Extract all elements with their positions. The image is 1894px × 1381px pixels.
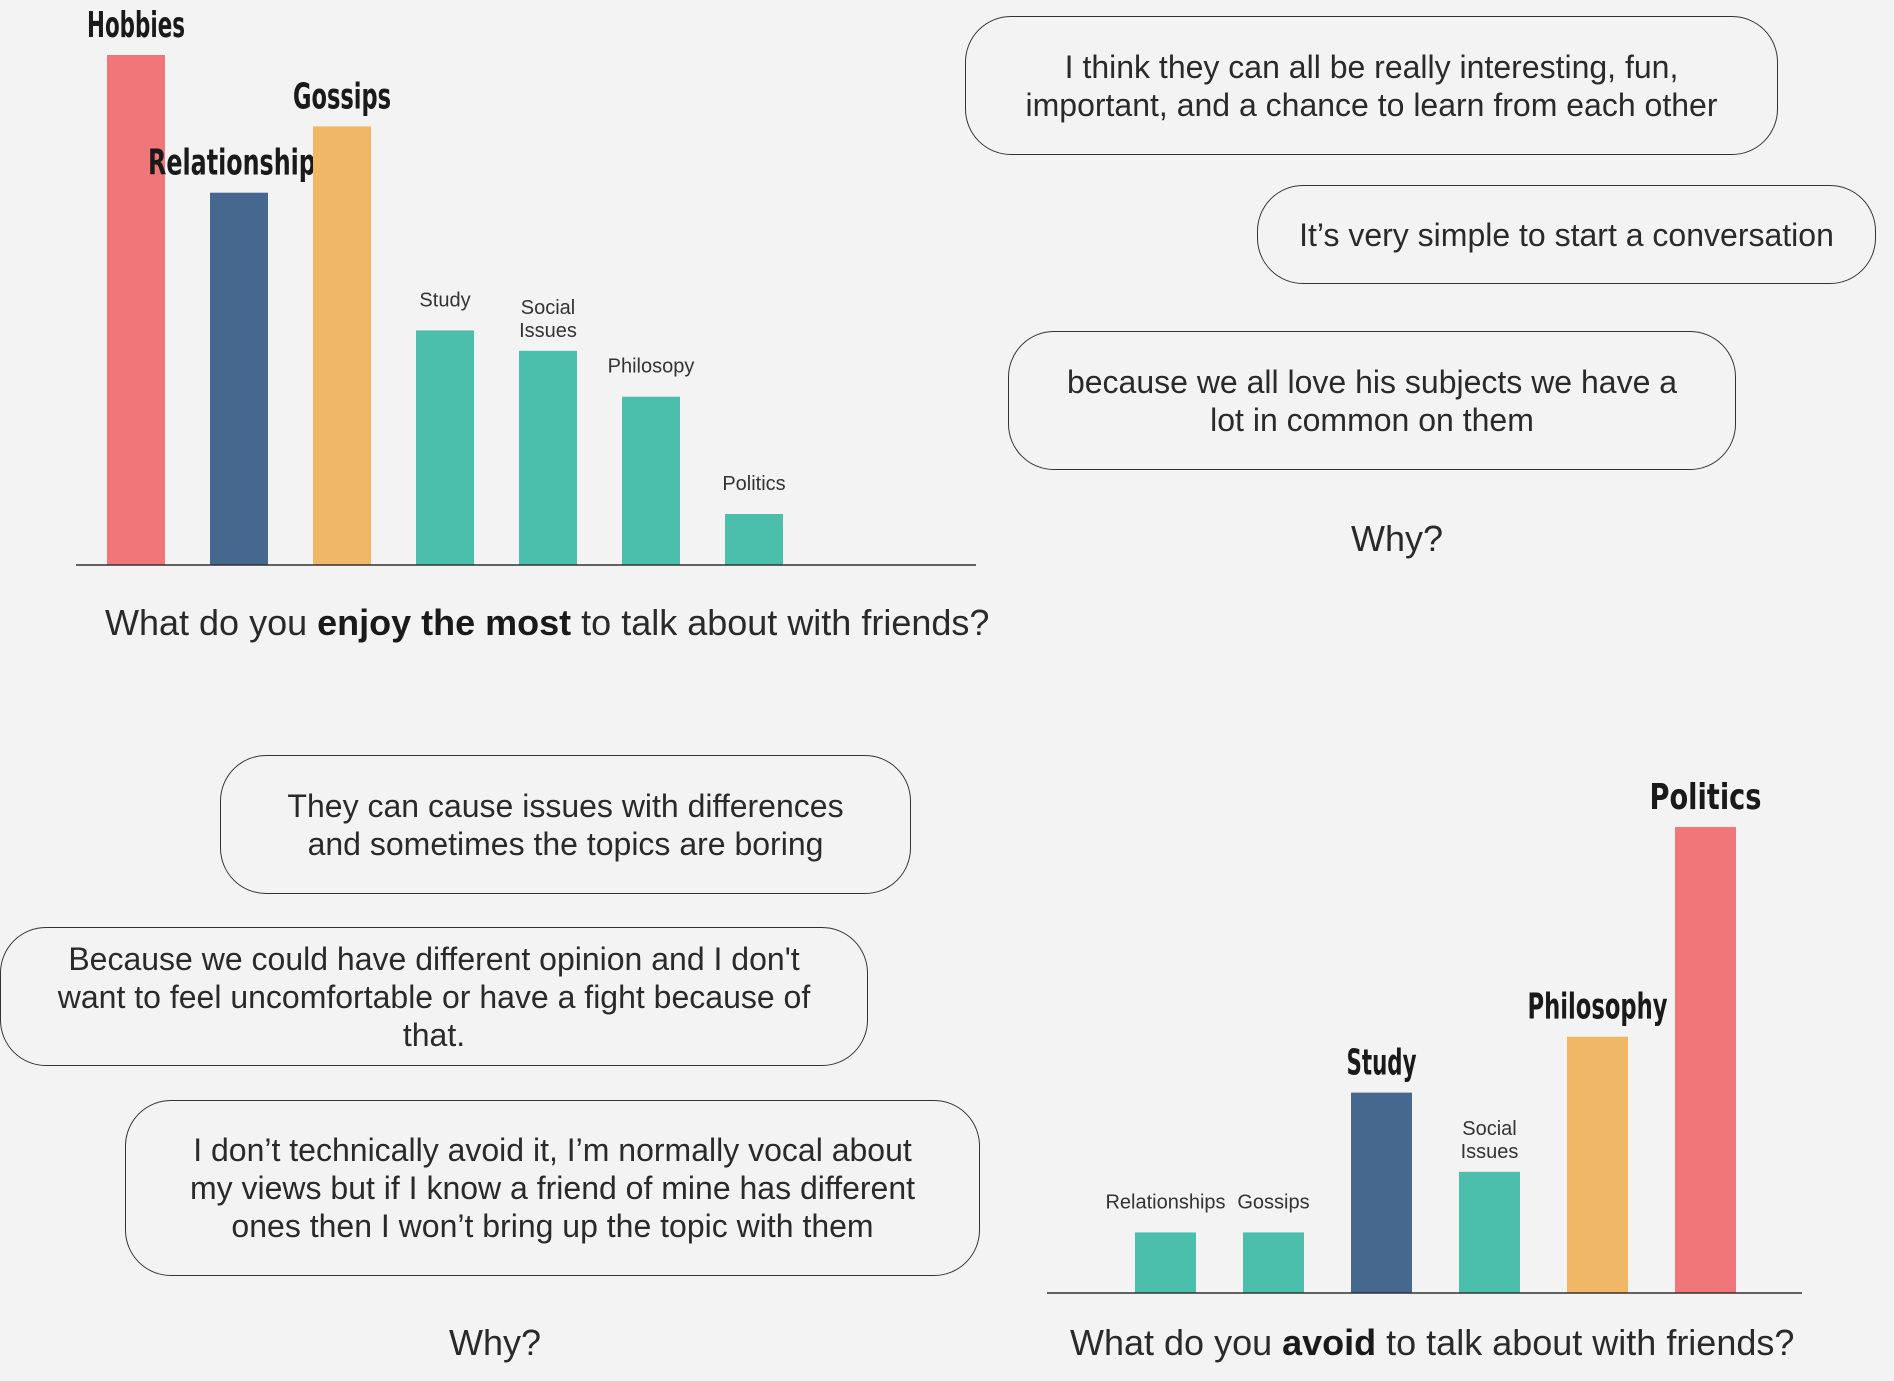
avoid-bar-label-2: Gossips [1237,1191,1309,1213]
avoid-bar-3 [1351,1092,1412,1293]
avoid-bar-6 [1675,827,1736,1293]
avoid-why-label: Why? [449,1322,542,1363]
enjoy-question: What do you enjoy the most to talk about… [105,602,989,644]
avoid-bar-label-6: Politics [1650,777,1762,818]
enjoy-bar-2 [210,192,268,565]
avoid-question-suffix: to talk about with friends? [1376,1322,1795,1363]
enjoy-question-suffix: to talk about with friends? [571,602,990,643]
enjoy-bar-4 [416,330,474,565]
enjoy-bar-label-6: Philosopy [608,356,695,378]
enjoy-bar-label-1: Hobbies [87,5,185,46]
enjoy-answer-2: It’s very simple to start a conversation [1257,185,1876,284]
avoid-bar-label-5: Philosophy [1528,987,1668,1028]
enjoy-bar-label-3: Gossips [293,76,391,117]
enjoy-bar-label-5: Social Issues [519,297,577,342]
avoid-bar-4 [1459,1171,1520,1293]
enjoy-question-prefix: What do you [105,602,318,643]
enjoy-bar-3 [313,126,371,566]
avoid-bar-label-4: Social Issues [1461,1118,1519,1163]
enjoy-bar-label-4: Study [419,289,470,311]
avoid-question-emphasis: avoid [1282,1322,1377,1363]
enjoy-bar-5 [519,350,577,565]
avoid-bar-label-3: Study [1347,1043,1417,1084]
enjoy-why-label: Why? [1351,518,1444,559]
enjoy-bar-label-2: Relationships [148,143,330,184]
avoid-question-prefix: What do you [1070,1322,1283,1363]
avoid-bar-1 [1135,1232,1196,1293]
enjoy-bar-label-7: Politics [722,473,785,495]
avoid-answer-2: Because we could have different opinion … [0,927,868,1066]
enjoy-question-emphasis: enjoy the most [317,602,572,643]
avoid-bar-label-1: Relationships [1105,1191,1225,1213]
enjoy-answer-1: I think they can all be really interesti… [965,16,1778,155]
avoid-bar-2 [1243,1232,1304,1293]
avoid-answer-1: They can cause issues with differences a… [220,755,911,894]
avoid-question: What do you avoid to talk about with fri… [1070,1322,1794,1364]
enjoy-bar-1 [107,55,165,565]
enjoy-bar-7 [725,514,783,565]
avoid-bar-5 [1567,1036,1628,1293]
enjoy-answer-3: because we all love his subjects we have… [1008,331,1736,470]
avoid-answer-3: I don’t technically avoid it, I’m normal… [125,1100,980,1276]
enjoy-bar-6 [622,396,680,565]
